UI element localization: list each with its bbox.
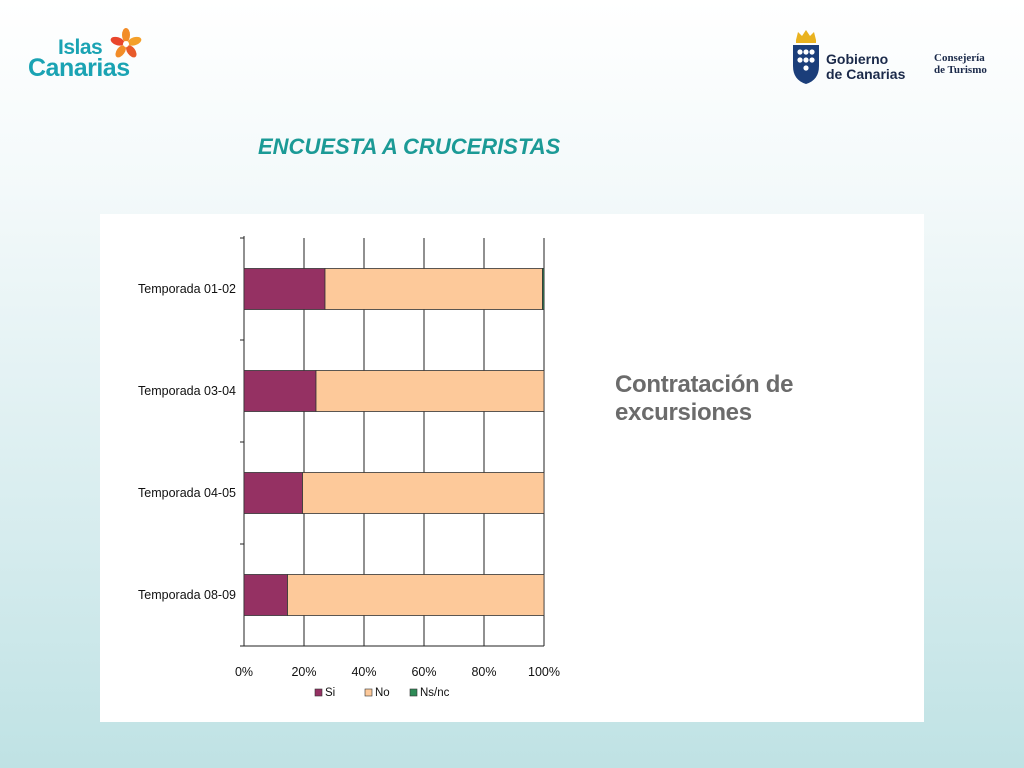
bar-no — [315, 370, 545, 412]
bar-chart: Temporada 01-02 Temporada 03-04 Temporada … — [138, 236, 560, 699]
category-label: Temporada 01-02 — [138, 282, 236, 296]
islas-canarias-logo: Islas Canarias — [26, 28, 146, 82]
x-tick-label: 0% — [235, 665, 253, 679]
coat-of-arms-icon — [793, 30, 819, 84]
x-tick-label: 60% — [411, 665, 436, 679]
chart-title: Contratación de excursiones — [615, 371, 794, 426]
x-tick-label: 80% — [471, 665, 496, 679]
bar-si — [243, 268, 326, 310]
legend-swatch — [364, 688, 373, 697]
legend-label: Ns/nc — [420, 687, 450, 699]
gobierno-canarias-logo: Gobierno de Canarias Consejería de Turis… — [786, 22, 1000, 90]
x-tick-label: 20% — [291, 665, 316, 679]
category-label: Temporada 03-04 — [138, 384, 236, 398]
flower-icon — [110, 28, 142, 58]
logo-text-islas: Islas — [58, 36, 103, 59]
legend-label: Si — [325, 687, 335, 699]
category-label: Temporada 04-05 — [138, 486, 236, 500]
bar-si — [243, 574, 288, 616]
bar-nsnc — [542, 268, 545, 310]
bar-si — [243, 370, 317, 412]
consejeria-text: Consejería de Turismo — [934, 52, 987, 76]
x-tick-label: 40% — [351, 665, 376, 679]
category-label: Temporada 08-09 — [138, 588, 236, 602]
x-tick-label: 100% — [528, 665, 560, 679]
logo-text-canarias: Canarias — [28, 54, 130, 82]
bar-no — [324, 268, 543, 310]
gobierno-text: Gobierno de Canarias — [826, 51, 906, 82]
page-title: ENCUESTA A CRUCERISTAS — [258, 134, 561, 159]
bar-no — [287, 574, 545, 616]
chart-panel: Temporada 01-02 Temporada 03-04 Temporada … — [100, 214, 924, 722]
bar-no — [302, 472, 545, 514]
legend-swatch — [409, 688, 418, 697]
legend-swatch — [314, 688, 323, 697]
legend-label: No — [375, 687, 390, 699]
bar-si — [243, 472, 303, 514]
